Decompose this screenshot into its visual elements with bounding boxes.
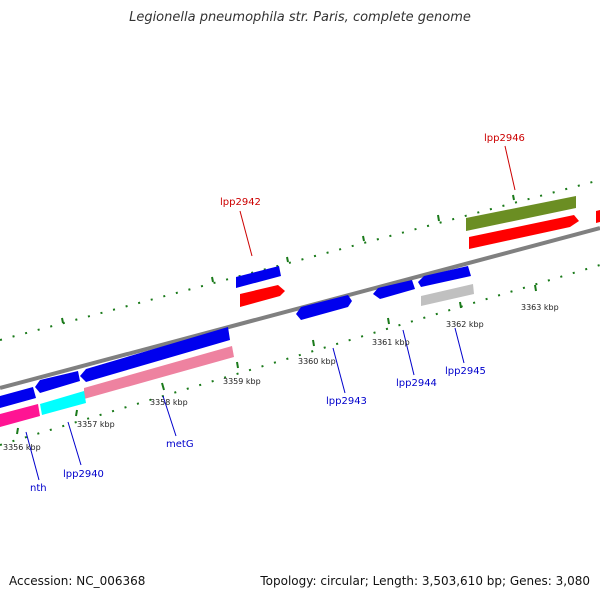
connector-lpp2946 — [504, 145, 516, 191]
gene-label-lpp2945: lpp2945 — [445, 366, 486, 377]
tick-label: 3362 kbp — [446, 320, 484, 329]
major-tick — [437, 214, 440, 222]
gene-label-lpp2946: lpp2946 — [484, 133, 525, 144]
tick-label: 3357 kbp — [77, 420, 115, 429]
feature-cyan — [40, 391, 86, 415]
major-tick — [61, 317, 64, 324]
forward-strand-features — [0, 196, 600, 427]
tick-label: 3356 kbp — [3, 443, 41, 452]
gene-label-lpp2942: lpp2942 — [220, 197, 261, 208]
feature-cds-metG-long — [80, 327, 230, 382]
major-tick — [459, 301, 462, 309]
feature-gray — [421, 284, 474, 306]
connector-lpp2940 — [67, 421, 82, 466]
feature-cds-lpp2945 — [418, 266, 471, 287]
genome-backbone — [0, 226, 600, 390]
tick-label: 3360 kbp — [298, 357, 336, 366]
tick-label: 3358 kbp — [150, 398, 188, 407]
major-tick — [387, 317, 390, 325]
feature-olive — [466, 196, 576, 231]
connector-nth — [25, 431, 40, 481]
gene-label-lpp2940: lpp2940 — [63, 469, 104, 480]
major-tick — [16, 427, 19, 435]
major-tick — [211, 276, 214, 283]
feature-magenta — [0, 404, 40, 427]
feature-rna-lpp2946 — [469, 215, 579, 249]
feature-rna-lpp2942 — [240, 285, 285, 307]
feature-cds-left-2 — [0, 387, 36, 408]
lower-tick-guide — [0, 264, 600, 446]
major-tick — [534, 284, 537, 292]
tick-label: 3361 kbp — [372, 338, 410, 347]
major-ticks — [16, 194, 537, 435]
feature-cds-lpp2942-top — [236, 266, 281, 288]
gene-label-metG: metG — [166, 439, 194, 450]
map-title: Legionella pneumophila str. Paris, compl… — [129, 10, 471, 25]
tick-labels: 3356 kbp 3357 kbp 3358 kbp 3359 kbp 3360… — [3, 303, 559, 452]
connector-lpp2945 — [454, 327, 465, 364]
major-tick — [75, 409, 78, 417]
major-tick — [312, 339, 315, 347]
gene-label-lpp2944: lpp2944 — [396, 378, 437, 389]
feature-pink — [84, 346, 234, 399]
genome-summary: Topology: circular; Length: 3,503,610 bp… — [260, 574, 590, 588]
gene-label-lpp2943: lpp2943 — [326, 396, 367, 407]
feature-cds-lpp2944 — [373, 280, 415, 299]
major-tick — [236, 361, 239, 369]
tick-label: 3363 kbp — [521, 303, 559, 312]
major-tick — [362, 235, 365, 242]
gene-labels: nth lpp2940 metG lpp2942 lpp2943 lpp2944… — [30, 133, 525, 494]
feature-cds-lpp2943 — [296, 295, 352, 320]
label-connectors — [25, 145, 516, 481]
feature-red-edge — [596, 210, 600, 223]
connector-metG — [162, 395, 177, 437]
major-tick — [161, 382, 165, 391]
connector-lpp2943 — [332, 347, 346, 394]
major-tick — [286, 256, 289, 263]
major-tick — [512, 194, 515, 201]
gene-label-nth: nth — [30, 483, 47, 494]
feature-cds-left-1 — [35, 371, 80, 393]
connector-lpp2944 — [402, 329, 415, 376]
connector-lpp2942 — [239, 210, 253, 257]
accession-label: Accession: NC_006368 — [9, 574, 146, 588]
tick-label: 3359 kbp — [223, 377, 261, 386]
